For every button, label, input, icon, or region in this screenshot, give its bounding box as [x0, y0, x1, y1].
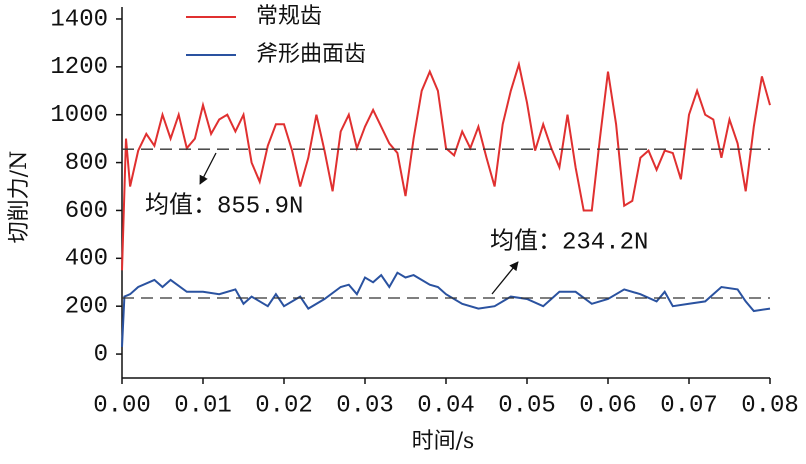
y-tick-label: 200: [65, 294, 108, 321]
y-tick-label: 1400: [50, 6, 108, 33]
x-tick-label: 0.07: [660, 392, 718, 419]
x-tick-label: 0.05: [498, 392, 556, 419]
y-tick-label: 1000: [50, 102, 108, 129]
x-tick-label: 0.08: [741, 392, 799, 419]
y-tick-label: 0: [94, 341, 108, 368]
legend-label: 常规齿: [256, 4, 322, 29]
y-tick-label: 400: [65, 246, 108, 273]
x-tick-label: 0.01: [174, 392, 232, 419]
y-tick-label: 800: [65, 150, 108, 177]
x-tick-label: 0.03: [336, 392, 394, 419]
x-tick-label: 0.02: [255, 392, 313, 419]
legend-label: 斧形曲面齿: [256, 42, 366, 67]
y-tick-label: 600: [65, 198, 108, 225]
x-tick-label: 0.04: [417, 392, 475, 419]
arrow: [491, 261, 519, 295]
line-series: [121, 271, 771, 347]
y-axis-label: 切削力/N: [7, 151, 32, 244]
annotation: 均值：855.9N: [145, 191, 303, 220]
annotation: 均值：234.2N: [490, 227, 648, 256]
x-tick-label: 0.06: [579, 392, 637, 419]
x-axis-label: 时间/s: [412, 429, 475, 454]
arrow: [199, 152, 217, 185]
line-series: [121, 60, 771, 271]
x-tick-label: 0.00: [93, 392, 151, 419]
y-tick-label: 1200: [50, 54, 108, 81]
